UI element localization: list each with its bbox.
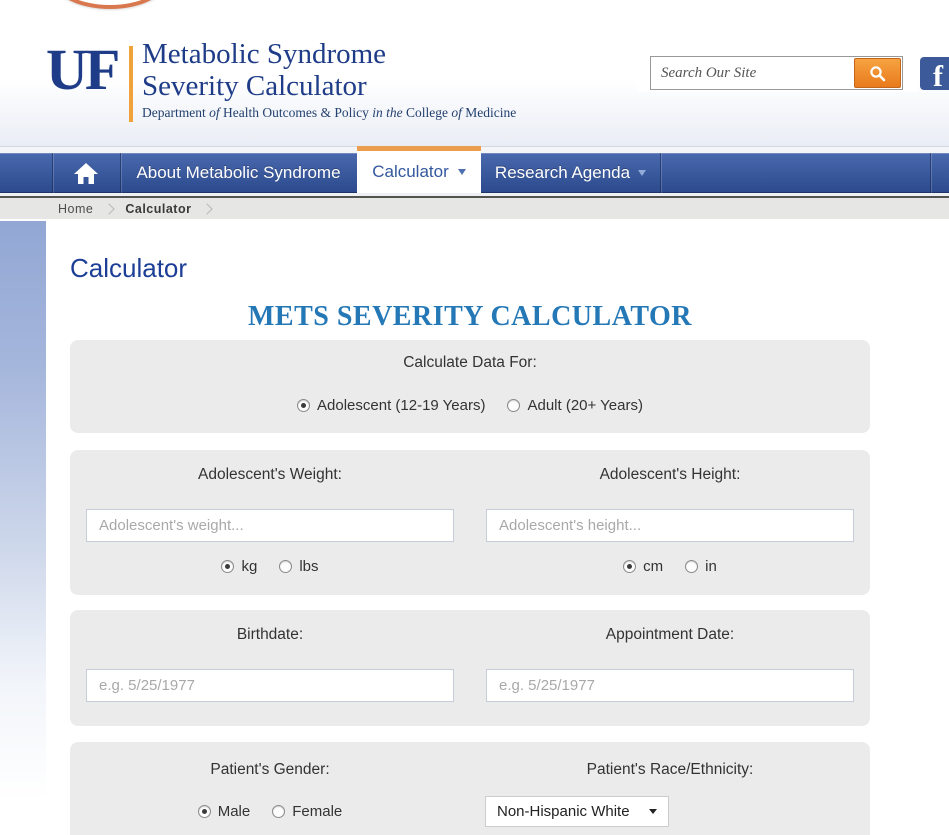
chevron-down-icon	[638, 170, 647, 176]
radio-dot	[511, 403, 516, 408]
birthdate-column: Birthdate:	[70, 610, 470, 702]
main-content: Calculator METS SEVERITY CALCULATOR Calc…	[0, 219, 949, 835]
facebook-icon[interactable]: f	[920, 57, 949, 90]
nav-divider	[930, 153, 931, 193]
radio-cm-label[interactable]: cm	[643, 558, 664, 575]
birthdate-label: Birthdate:	[236, 626, 304, 643]
site-title: Metabolic Syndrome Severity Calculator	[142, 38, 386, 102]
search-box	[650, 56, 903, 90]
nav-tab-about[interactable]: About Metabolic Syndrome	[120, 153, 357, 193]
breadcrumb: Home Calculator	[0, 196, 949, 219]
radio-dot	[689, 564, 694, 569]
weight-column: Adolescent's Weight: kg lbs	[70, 450, 470, 575]
breadcrumb-chevron-icon	[201, 202, 214, 215]
page-title: Calculator	[70, 253, 188, 283]
radio-lbs-label[interactable]: lbs	[299, 558, 319, 575]
dept-seg: Medicine	[461, 105, 517, 120]
weight-input[interactable]	[86, 509, 454, 542]
breadcrumb-current: Calculator	[125, 201, 192, 216]
nav-divider	[52, 153, 53, 193]
logo-divider-bar	[129, 46, 133, 122]
nav-home-tab[interactable]	[52, 153, 120, 193]
appointment-date-input[interactable]	[486, 669, 854, 702]
nav-tab-calculator-active[interactable]: Calculator	[357, 146, 481, 193]
radio-dot	[627, 564, 633, 569]
breadcrumb-home[interactable]: Home	[58, 201, 94, 216]
birthdate-input[interactable]	[86, 669, 454, 702]
radio-adult-label[interactable]: Adult (20+ Years)	[527, 397, 643, 414]
section-weight-height: Adolescent's Weight: kg lbs Adolescent's…	[70, 450, 870, 595]
search-panel	[637, 48, 917, 92]
radio-dot	[225, 564, 231, 569]
site-title-line2: Severity Calculator	[142, 70, 367, 102]
height-column: Adolescent's Height: cm in	[470, 450, 870, 575]
radio-kg-label[interactable]: kg	[241, 558, 258, 575]
radio-dot	[276, 809, 281, 814]
appointment-date-label: Appointment Date:	[605, 626, 735, 643]
radio-female-label[interactable]: Female	[292, 803, 343, 820]
nav-tab-label: About Metabolic Syndrome	[136, 163, 341, 182]
site-title-line1: Metabolic Syndrome	[142, 38, 387, 70]
gender-column: Patient's Gender: Male Female	[70, 742, 470, 827]
uf-logo[interactable]: UF	[46, 37, 120, 102]
nav-divider	[660, 153, 661, 193]
department-tagline: Department of Health Outcomes & Policy i…	[142, 105, 516, 121]
ethnicity-select[interactable]: Non-Hispanic White	[485, 796, 669, 827]
height-unit-radio-group: cm in	[470, 558, 870, 575]
site-header: UF Metabolic Syndrome Severity Calculato…	[0, 0, 949, 146]
gender-label: Patient's Gender:	[210, 761, 330, 778]
uf-seal-ellipse	[50, 0, 170, 9]
chevron-down-icon	[457, 169, 466, 175]
ethnicity-column: Patient's Race/Ethnicity: Non-Hispanic W…	[470, 742, 870, 827]
chevron-down-icon	[649, 809, 657, 814]
nav-tab-label: Research Agenda	[494, 163, 631, 182]
section-dates: Birthdate: Appointment Date:	[70, 610, 870, 726]
weight-label: Adolescent's Weight:	[198, 466, 342, 483]
calc-for-label: Calculate Data For:	[403, 354, 537, 371]
radio-male-label[interactable]: Male	[217, 803, 251, 820]
dept-seg: in the	[372, 105, 403, 120]
dept-seg: of	[451, 105, 462, 120]
nav-tab-research-agenda[interactable]: Research Agenda	[481, 153, 660, 193]
appointment-column: Appointment Date:	[470, 610, 870, 702]
height-label: Adolescent's Height:	[599, 466, 741, 483]
weight-unit-radio-group: kg lbs	[70, 558, 470, 575]
radio-adolescent[interactable]	[297, 399, 311, 412]
ethnicity-selected-value: Non-Hispanic White	[497, 803, 630, 820]
gender-radio-group: Male Female	[70, 803, 470, 820]
radio-adolescent-label[interactable]: Adolescent (12-19 Years)	[317, 397, 486, 414]
radio-dot	[301, 403, 307, 408]
search-button[interactable]	[854, 58, 901, 88]
calc-for-radio-group: Adolescent (12-19 Years) Adult (20+ Year…	[70, 397, 870, 414]
mets-calculator-heading: METS SEVERITY CALCULATOR	[247, 301, 693, 332]
radio-dot	[201, 809, 207, 814]
radio-lbs[interactable]	[279, 560, 293, 573]
home-icon	[74, 163, 98, 184]
height-input[interactable]	[486, 509, 854, 542]
section-calculate-data-for: Calculate Data For: Adolescent (12-19 Ye…	[70, 340, 870, 433]
search-icon	[870, 65, 886, 81]
radio-cm[interactable]	[623, 560, 637, 573]
nav-divider	[120, 153, 121, 193]
nav-bottom-strip	[0, 193, 949, 196]
radio-in-label[interactable]: in	[705, 558, 717, 575]
radio-adult[interactable]	[507, 399, 521, 412]
dept-seg: Health Outcomes & Policy	[219, 105, 373, 120]
ethnicity-label: Patient's Race/Ethnicity:	[586, 761, 754, 778]
search-input[interactable]	[651, 57, 853, 89]
dept-seg: College	[402, 105, 452, 120]
dept-seg: of	[209, 105, 220, 120]
radio-kg[interactable]	[221, 560, 235, 573]
main-navigation: About Metabolic Syndrome Calculator Rese…	[0, 146, 949, 193]
dept-seg: Department	[142, 105, 210, 120]
nav-tab-label: Calculator	[372, 162, 449, 181]
radio-male[interactable]	[197, 805, 211, 818]
breadcrumb-chevron-icon	[103, 202, 116, 215]
left-gradient-strip	[0, 221, 46, 801]
radio-dot	[283, 564, 288, 569]
radio-female[interactable]	[272, 805, 286, 818]
radio-in[interactable]	[685, 560, 699, 573]
section-gender-ethnicity: Patient's Gender: Male Female Patient's …	[70, 742, 870, 835]
